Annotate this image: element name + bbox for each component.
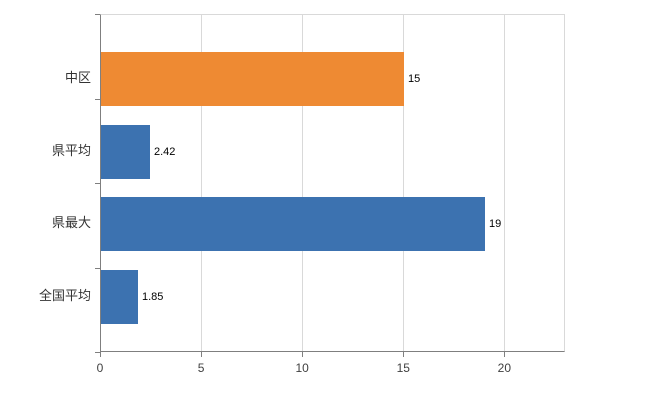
bar-中区 (101, 52, 404, 106)
gridline (201, 15, 203, 351)
gridline (302, 15, 304, 351)
y-axis-category-label: 中区 (64, 70, 91, 85)
bar-value-label: 1.85 (142, 291, 164, 303)
x-axis-tick-label: 0 (96, 361, 104, 375)
y-axis-tick (95, 14, 100, 15)
y-axis-category-label: 県平均 (51, 143, 91, 158)
bar-県平均 (101, 125, 150, 179)
x-axis-tick (403, 352, 405, 357)
plot-area: 15 2.42 19 1.85 (100, 14, 565, 352)
y-axis-tick (95, 268, 100, 269)
bar-value-label: 15 (408, 73, 421, 85)
x-axis-tick-label: 15 (396, 361, 410, 375)
y-axis-tick (95, 183, 100, 184)
x-axis-tick-label: 5 (197, 361, 205, 375)
bar-value-label: 2.42 (154, 146, 176, 158)
y-axis-tick (95, 352, 100, 353)
x-axis-tick-label: 10 (295, 361, 309, 375)
bar-全国平均 (101, 270, 138, 324)
x-axis-tick (302, 352, 304, 357)
x-axis-tick-label: 20 (497, 361, 512, 375)
x-axis-tick (504, 352, 506, 357)
y-axis-tick (95, 99, 100, 100)
bar-県最大 (101, 197, 485, 251)
y-axis-category-label: 県最大 (51, 215, 91, 230)
x-axis-tick (201, 352, 203, 357)
y-axis-category-label: 全国平均 (38, 288, 91, 303)
bar-value-label: 19 (489, 218, 502, 230)
gridline (504, 15, 506, 351)
gridline (403, 15, 405, 351)
x-axis-tick (100, 352, 101, 357)
